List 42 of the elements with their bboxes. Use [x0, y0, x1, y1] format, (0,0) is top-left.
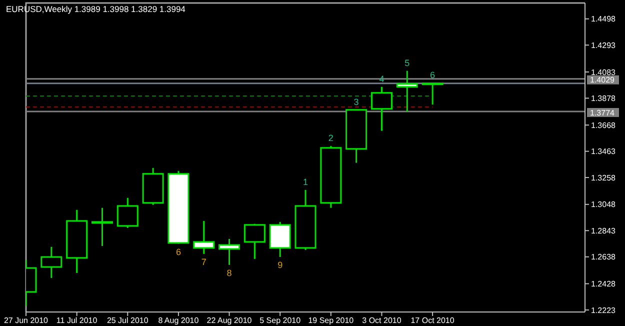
candlestick [116, 197, 138, 229]
x-tick-label: 11 Jul 2010 [56, 316, 98, 325]
annotation: 5 [404, 58, 410, 68]
y-tick-label: 1.2223 [591, 306, 616, 315]
annotation: 6 [176, 246, 181, 257]
y-tick-label: 1.2428 [591, 280, 616, 289]
y-tick-label: 1.3258 [591, 173, 616, 182]
annotation: 3 [354, 96, 359, 107]
annotation: 7 [201, 257, 206, 268]
candlestick [396, 70, 418, 113]
y-tick-label: 1.4083 [591, 68, 616, 77]
y-tick-label: 1.2843 [591, 226, 616, 236]
x-tick-label: 17 Oct 2010 [410, 316, 455, 325]
x-tick-label: 27 Jun 2010 [4, 316, 49, 325]
y-tick-label: 1.4498 [591, 14, 616, 24]
y-tick-label: 1.3048 [591, 200, 616, 210]
candlestick [40, 246, 62, 279]
candlestick [91, 207, 113, 247]
x-tick-label: 3 Oct 2010 [362, 316, 402, 325]
candlestick [244, 223, 266, 260]
y-tick-label: 1.3463 [591, 147, 616, 156]
annotation: 6 [430, 70, 436, 80]
candlestick [370, 86, 392, 132]
candlestick [218, 238, 240, 266]
annotation: 9 [278, 260, 283, 270]
annotation: 8 [226, 268, 232, 278]
y-tick-label: 1.3878 [591, 94, 616, 103]
ref-line-label: 1.4029 [590, 76, 616, 85]
y-tick-label: 1.2638 [591, 252, 616, 262]
x-tick-label: 5 Sep 2010 [260, 316, 302, 325]
ref-line-label: 1.3774 [590, 108, 616, 118]
candlestick [422, 82, 444, 106]
y-tick-label: 1.3668 [591, 120, 616, 130]
x-tick-label: 22 Aug 2010 [206, 316, 252, 325]
annotation: 2 [328, 133, 334, 144]
x-tick-label: 25 Jul 2010 [106, 316, 149, 325]
x-tick-label: 19 Sep 2010 [308, 316, 354, 325]
annotation: 1 [302, 177, 308, 188]
candlestick [269, 221, 291, 258]
x-tick-label: 8 Aug 2010 [158, 316, 200, 325]
y-tick-label: 1.4293 [591, 40, 616, 50]
candlestick [193, 220, 215, 255]
